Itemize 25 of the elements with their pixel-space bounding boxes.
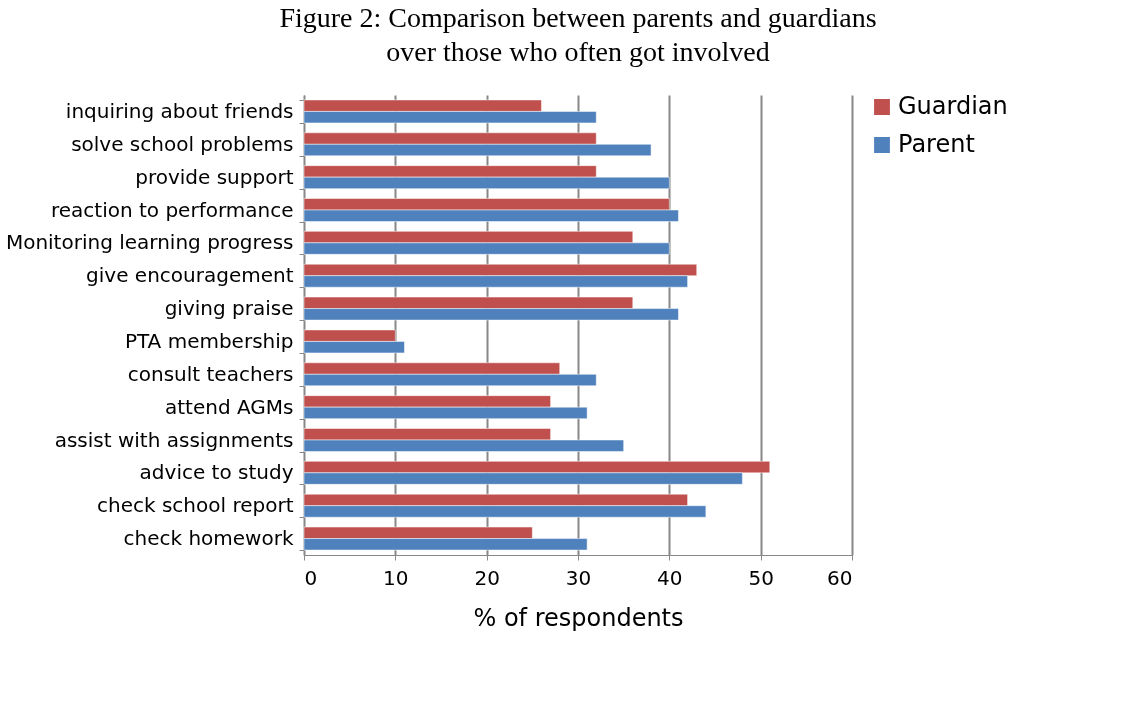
legend-label: Parent (898, 130, 975, 158)
x-tick-label: 10 (383, 565, 409, 590)
y-tick-label: reaction to performance (50, 197, 294, 222)
y-tick-label: attend AGMs (165, 394, 294, 419)
x-tick-label: 60 (827, 565, 853, 590)
x-tick-label: 30 (565, 565, 592, 590)
y-tick-label: giving praise (164, 296, 294, 321)
legend-label: Guardian (898, 92, 1008, 120)
y-tick-label: PTA membership (124, 328, 294, 353)
x-tick-label: 50 (748, 565, 774, 590)
y-tick-label: assist with assignments (54, 427, 294, 452)
y-tick-label: advice to study (139, 460, 294, 485)
y-tick-label: consult teachers (127, 361, 294, 386)
y-tick-label: check homework (123, 526, 294, 551)
x-axis-title: % of respondents (473, 603, 684, 632)
y-tick-label: give encouragement (86, 263, 294, 288)
x-tick-label: 20 (474, 565, 500, 590)
x-tick-label: 0 (304, 565, 318, 590)
x-tick-label: 40 (657, 565, 683, 590)
y-tick-label: Monitoring learning progress (5, 230, 294, 255)
y-tick-label: solve school problems (71, 131, 294, 156)
y-tick-label: check school report (97, 493, 294, 518)
y-tick-label: provide support (135, 164, 294, 189)
chart-title: Figure 2: Comparison between parents and guardians over those who often got involved (279, 2, 877, 67)
y-tick-label: inquiring about friends (65, 98, 294, 123)
